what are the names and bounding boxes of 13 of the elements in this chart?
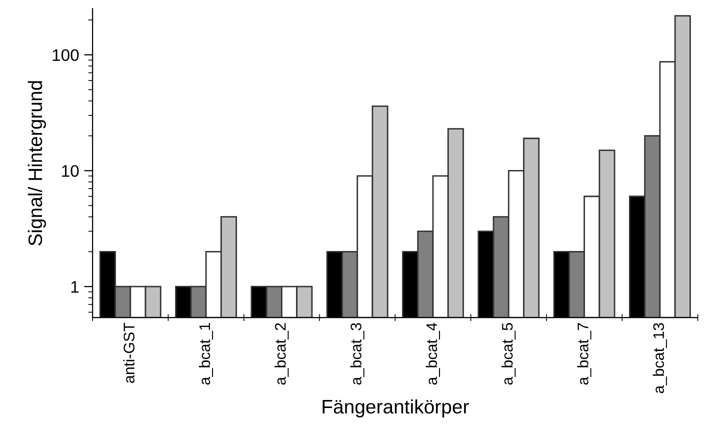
x-tick-label: a_bcat_2 xyxy=(274,323,289,385)
x-tick-label: a_bcat_3 xyxy=(350,323,364,385)
x-tick-label: a_bcat_1 xyxy=(198,323,214,385)
x-tick-label: a_bcat_5 xyxy=(502,323,516,385)
y-tick-label: 100 xyxy=(52,49,79,62)
x-tick-label: anti-GST xyxy=(123,322,134,383)
y-tick-label: 10 xyxy=(62,165,79,177)
x-tick-label: a_bcat_13 xyxy=(652,323,667,394)
y-tick-label: 1 xyxy=(71,281,79,293)
x-tick-label: a_bcat_7 xyxy=(577,323,592,385)
x-axis-title: Fängerantikörper xyxy=(322,399,469,418)
y-axis-title: Signal/ Hintergrund xyxy=(28,81,46,246)
x-tick-label: a_bcat_4 xyxy=(426,322,440,385)
